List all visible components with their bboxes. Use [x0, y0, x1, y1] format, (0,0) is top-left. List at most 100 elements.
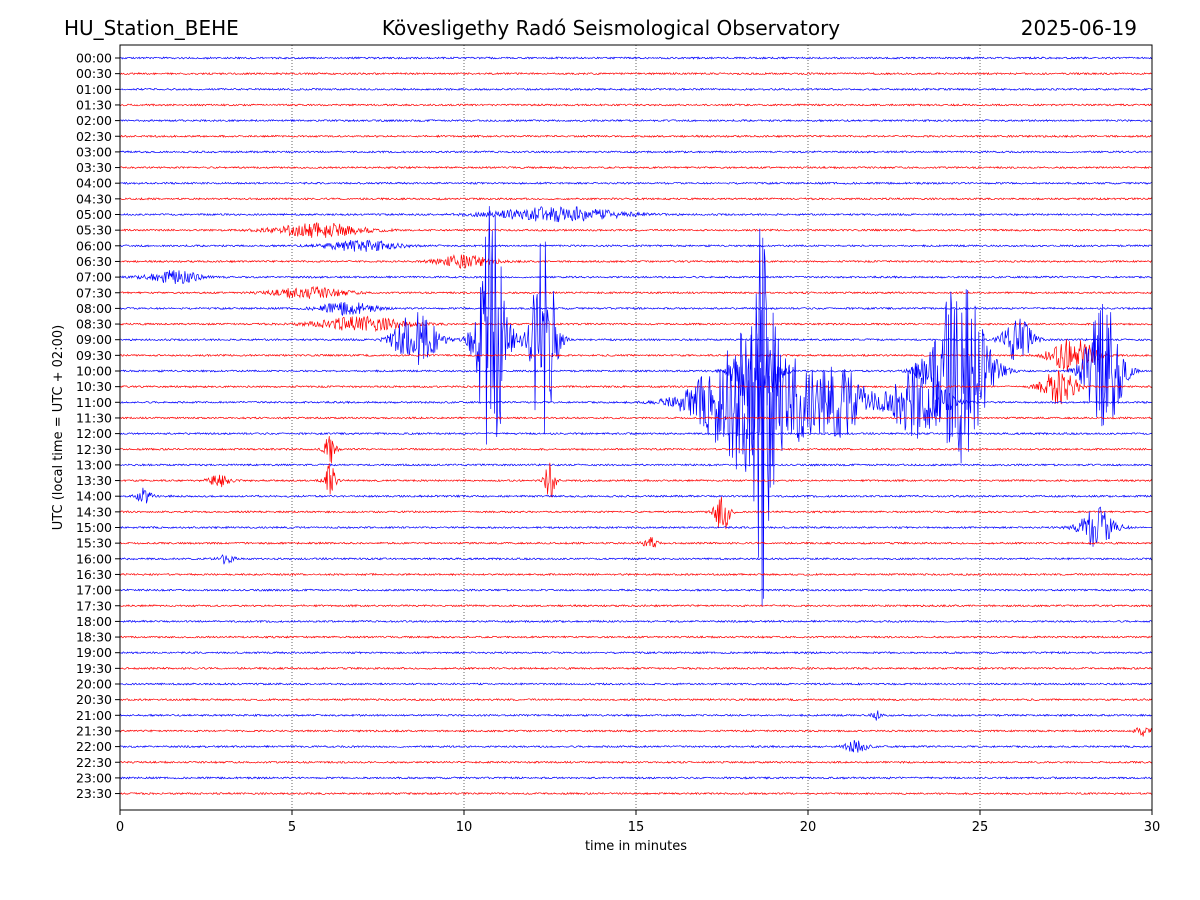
y-tick-label: 06:30	[76, 254, 112, 269]
seismic-traces	[119, 56, 1153, 796]
chart-title: Kövesligethy Radó Seismological Observat…	[381, 16, 841, 40]
trace-1330	[119, 462, 1153, 498]
trace-0800	[119, 302, 1153, 317]
trace-0530	[119, 221, 1153, 238]
trace-2200	[119, 739, 1153, 753]
trace-0900	[119, 206, 1153, 445]
trace-1200	[119, 431, 1153, 436]
y-tick-label: 08:30	[76, 317, 112, 332]
trace-1030	[119, 370, 1153, 405]
y-tick-label: 06:00	[76, 238, 112, 253]
y-tick-label: 23:30	[76, 786, 112, 801]
trace-1830	[119, 635, 1153, 639]
trace-1100	[119, 228, 1153, 607]
trace-1930	[119, 666, 1153, 671]
station-name: HU_Station_BEHE	[64, 16, 239, 40]
y-tick-label: 21:00	[76, 708, 112, 723]
y-tick-label: 03:30	[76, 160, 112, 175]
chart-date: 2025-06-19	[1020, 16, 1137, 40]
y-tick-label: 14:00	[76, 489, 112, 504]
y-tick-label: 09:00	[76, 332, 112, 347]
trace-0100	[119, 87, 1153, 92]
trace-0700	[119, 270, 1153, 285]
trace-1130	[119, 416, 1153, 420]
y-tick-label: 00:00	[76, 51, 112, 66]
trace-0400	[119, 181, 1153, 185]
x-tick-label: 15	[628, 820, 645, 835]
y-tick-label: 07:30	[76, 285, 112, 300]
trace-0300	[119, 150, 1153, 154]
trace-1530	[120, 537, 1153, 548]
y-tick-label: 13:00	[76, 457, 112, 472]
trace-1800	[119, 619, 1153, 624]
y-axis-ticks: 00:0000:3001:0001:3002:0002:3003:0003:30…	[76, 51, 120, 801]
trace-1430	[119, 496, 1153, 530]
x-tick-label: 5	[288, 820, 296, 835]
y-tick-label: 15:30	[76, 536, 112, 551]
trace-0030	[119, 71, 1153, 76]
y-tick-label: 20:30	[76, 692, 112, 707]
y-tick-label: 09:30	[76, 348, 112, 363]
y-tick-label: 14:30	[76, 504, 112, 519]
y-tick-label: 17:30	[76, 598, 112, 613]
y-tick-label: 04:30	[76, 191, 112, 206]
x-tick-label: 30	[1144, 820, 1161, 835]
y-tick-label: 10:00	[76, 364, 112, 379]
y-tick-label: 11:00	[76, 395, 112, 410]
y-tick-label: 22:00	[76, 739, 112, 754]
y-tick-label: 12:00	[76, 426, 112, 441]
y-tick-label: 20:00	[76, 677, 112, 692]
trace-1400	[119, 487, 1152, 504]
trace-1630	[119, 572, 1152, 577]
y-tick-label: 10:30	[76, 379, 112, 394]
trace-0130	[120, 103, 1153, 107]
trace-1900	[119, 651, 1153, 655]
trace-0330	[119, 165, 1153, 170]
x-axis-label: time in minutes	[585, 839, 687, 854]
y-tick-label: 05:30	[76, 223, 112, 238]
y-tick-label: 04:00	[76, 176, 112, 191]
y-tick-label: 19:30	[76, 661, 112, 676]
y-tick-label: 05:00	[76, 207, 112, 222]
trace-0930	[119, 339, 1153, 373]
y-tick-label: 02:30	[76, 129, 112, 144]
y-tick-label: 23:00	[76, 770, 112, 785]
y-tick-label: 16:00	[76, 551, 112, 566]
trace-2330	[119, 791, 1153, 796]
trace-0230	[119, 134, 1153, 138]
y-tick-label: 11:30	[76, 410, 112, 425]
trace-2130	[119, 727, 1153, 737]
y-tick-label: 01:30	[76, 97, 112, 112]
y-tick-label: 13:30	[76, 473, 112, 488]
y-tick-label: 15:00	[76, 520, 112, 535]
trace-2030	[119, 697, 1153, 702]
trace-1600	[119, 554, 1153, 565]
y-axis-label: UTC (local time = UTC + 02:00)	[51, 325, 66, 530]
y-tick-label: 18:00	[76, 614, 112, 629]
trace-2100	[119, 710, 1153, 721]
y-tick-label: 17:00	[76, 583, 112, 598]
y-tick-label: 18:30	[76, 630, 112, 645]
y-tick-label: 22:30	[76, 755, 112, 770]
y-tick-label: 02:00	[76, 113, 112, 128]
y-tick-label: 00:30	[76, 66, 112, 81]
grid-lines	[291, 45, 981, 810]
trace-0830	[119, 315, 1153, 333]
x-tick-label: 0	[116, 820, 124, 835]
trace-0630	[119, 254, 1153, 270]
x-tick-label: 10	[456, 820, 473, 835]
y-tick-label: 16:30	[76, 567, 112, 582]
trace-1000	[119, 289, 1153, 464]
y-tick-label: 12:30	[76, 442, 112, 457]
trace-0430	[119, 197, 1153, 201]
y-tick-label: 03:00	[76, 144, 112, 159]
y-tick-label: 08:00	[76, 301, 112, 316]
trace-1500	[119, 506, 1153, 547]
trace-0730	[119, 285, 1153, 299]
trace-0000	[119, 56, 1153, 60]
trace-1730	[119, 604, 1153, 608]
y-tick-label: 21:30	[76, 723, 112, 738]
y-tick-label: 01:00	[76, 82, 112, 97]
trace-1700	[119, 588, 1153, 592]
